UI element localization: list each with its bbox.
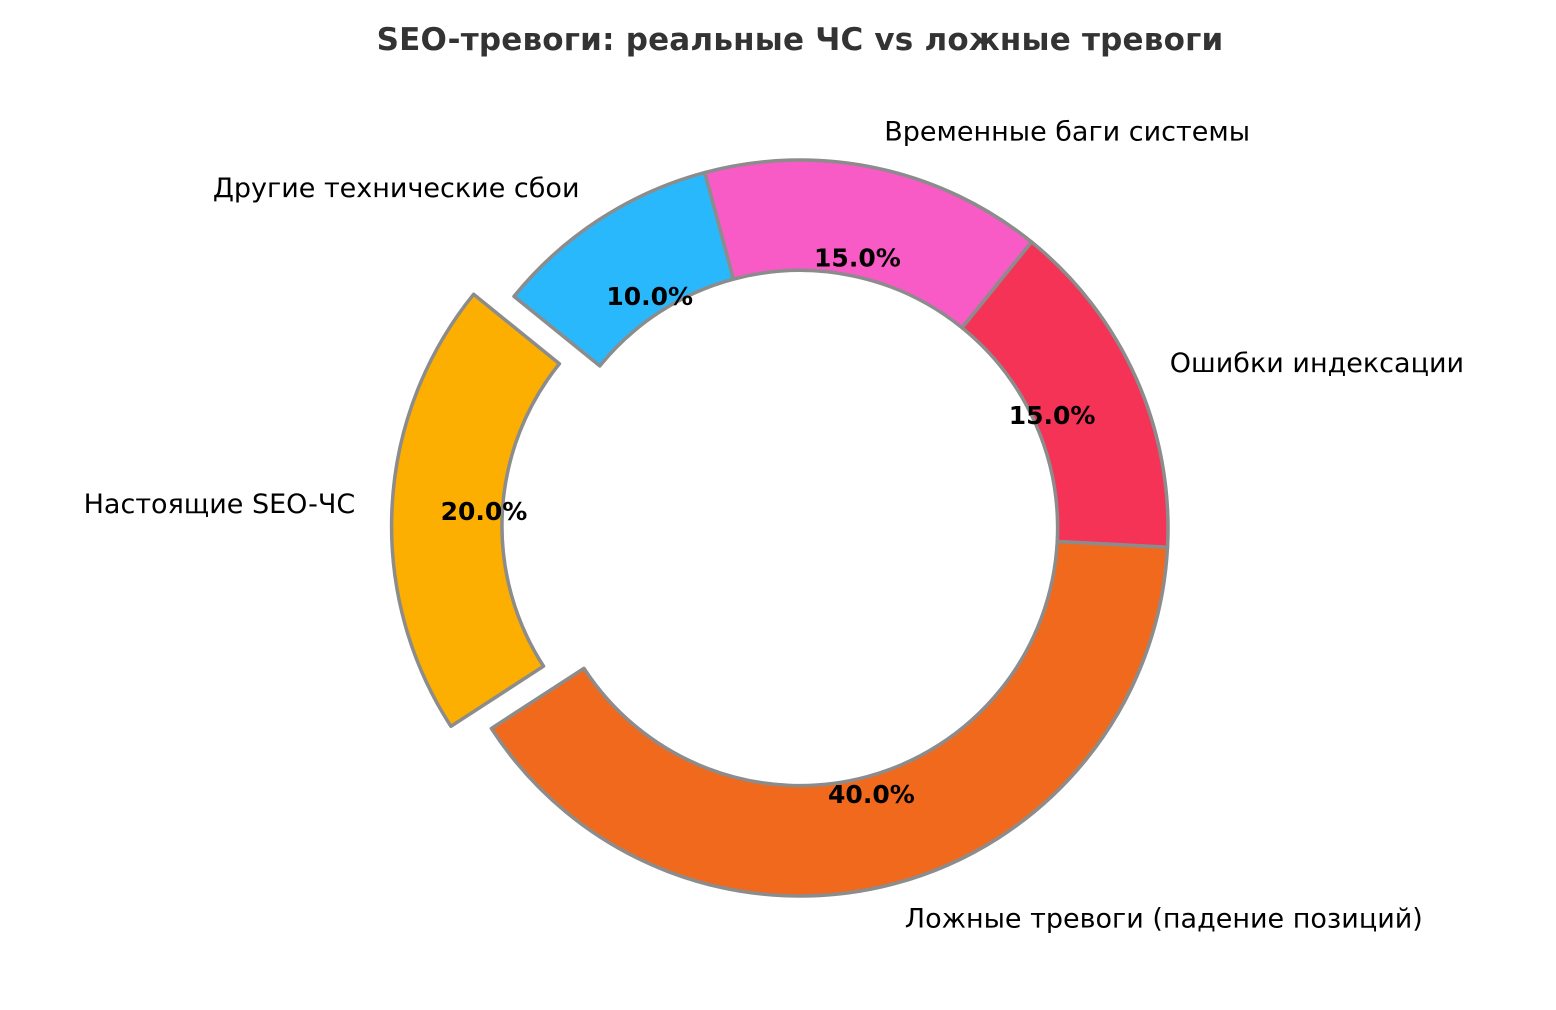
pie-slice-3 bbox=[389, 292, 562, 729]
pie-slice-4 bbox=[512, 170, 736, 368]
chart-title: SEO-тревоги: реальные ЧС vs ложные трево… bbox=[376, 22, 1224, 58]
pie-slice-pct-2: 40.0% bbox=[828, 780, 915, 809]
pie-slice-label-4: Другие технические сбои bbox=[213, 173, 580, 204]
pie-slice-pct-3: 20.0% bbox=[441, 497, 528, 526]
pie-slice-pct-0: 15.0% bbox=[814, 244, 901, 273]
pie-slice-label-3: Настоящие SEO-ЧС bbox=[84, 489, 356, 520]
pie-slice-label-1: Ошибки индексации bbox=[1170, 348, 1464, 379]
pie-slice-label-0: Временные баги системы bbox=[884, 117, 1250, 148]
pie-slice-pct-1: 15.0% bbox=[1009, 401, 1096, 430]
pie-slice-label-2: Ложные тревоги (падение позиций) bbox=[905, 904, 1423, 935]
pie-slice-pct-4: 10.0% bbox=[606, 282, 693, 311]
pie-slice-1 bbox=[960, 240, 1170, 550]
pie-slice-2 bbox=[489, 539, 1170, 898]
